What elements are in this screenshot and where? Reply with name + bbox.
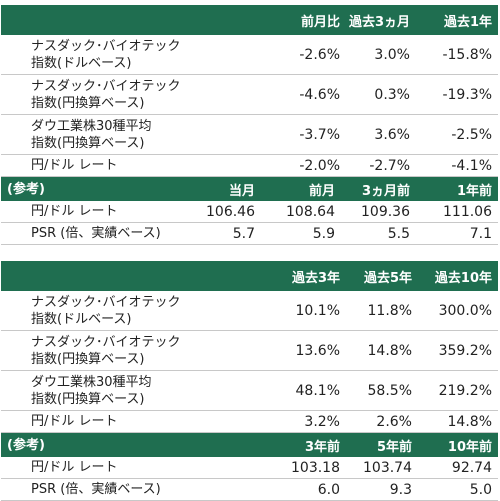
row-label: ナスダック･バイオテック 指数(円換算ベース) <box>31 334 181 367</box>
cell-value: -2.5% <box>451 126 492 143</box>
cell-value: 92.74 <box>451 459 492 476</box>
header-current: 当月 <box>228 183 255 199</box>
cell-value: 48.1% <box>295 382 340 399</box>
table-row: ナスダック･バイオテック 指数(ドルベース) -2.6% 3.0% -15.8% <box>1 35 498 75</box>
cell-value: 14.8% <box>447 413 492 430</box>
cell-value: 5.5 <box>387 225 410 242</box>
cell-value: 10.1% <box>295 302 340 319</box>
cell-value: -4.6% <box>299 86 340 103</box>
table-row: ナスダック･バイオテック 指数(円換算ベース) 13.6% 14.8% 359.… <box>1 331 498 371</box>
reference-label: (参考) <box>7 437 45 453</box>
header-1y: 過去1年 <box>443 14 492 30</box>
header-3y: 過去3年 <box>291 270 340 286</box>
header-5y-ago: 5年前 <box>376 439 412 455</box>
cell-value: -19.3% <box>442 86 492 103</box>
table-row: ダウ工業株30種平均 指数(円換算ベース) 48.1% 58.5% 219.2% <box>1 371 498 411</box>
table-row: ダウ工業株30種平均 指数(円換算ベース) -3.7% 3.6% -2.5% <box>1 115 498 155</box>
cell-value: 9.3 <box>389 481 412 498</box>
cell-value: 11.8% <box>367 302 412 319</box>
row-label: 円/ドル レート <box>31 204 118 219</box>
cell-value: 106.46 <box>206 203 255 220</box>
row-label: ナスダック･バイオテック 指数(ドルベース) <box>31 38 181 71</box>
table-header-row: 過去3年 過去5年 過去10年 <box>1 261 498 291</box>
cell-value: 359.2% <box>438 342 492 359</box>
cell-value: 7.1 <box>469 225 492 242</box>
performance-table-long: 過去3年 過去5年 過去10年 ナスダック･バイオテック 指数(ドルベース) 1… <box>1 261 498 501</box>
table-row: ナスダック･バイオテック 指数(ドルベース) 10.1% 11.8% 300.0… <box>1 291 498 331</box>
header-3m-ago: 3ヵ月前 <box>361 183 410 199</box>
cell-value: 5.7 <box>232 225 255 242</box>
cell-value: 6.0 <box>317 481 340 498</box>
table-row: 円/ドル レート 103.18 103.74 92.74 <box>1 457 498 479</box>
cell-value: 3.0% <box>374 46 410 63</box>
cell-value: 3.2% <box>304 413 340 430</box>
row-label: 円/ドル レート <box>31 158 118 173</box>
cell-value: 2.6% <box>376 413 412 430</box>
row-label: ナスダック･バイオテック 指数(ドルベース) <box>31 294 181 327</box>
row-label: 円/ドル レート <box>31 414 118 429</box>
cell-value: -3.7% <box>299 126 340 143</box>
cell-value: -2.6% <box>299 46 340 63</box>
reference-label: (参考) <box>7 181 45 197</box>
cell-value: -2.7% <box>369 157 410 174</box>
row-label: ダウ工業株30種平均 指数(円換算ベース) <box>31 374 152 407</box>
header-1y-ago: 1年前 <box>456 183 492 199</box>
row-label: PSR (倍、実績ベース) <box>31 482 161 497</box>
cell-value: 300.0% <box>438 302 492 319</box>
header-10y: 過去10年 <box>434 270 492 286</box>
header-5y: 過去5年 <box>363 270 412 286</box>
header-3y-ago: 3年前 <box>304 439 340 455</box>
table-row: 円/ドル レート -2.0% -2.7% -4.1% <box>1 155 498 177</box>
header-10y-ago: 10年前 <box>447 439 492 455</box>
row-label: 円/ドル レート <box>31 460 118 475</box>
table-row: ナスダック･バイオテック 指数(円換算ベース) -4.6% 0.3% -19.3… <box>1 75 498 115</box>
cell-value: -15.8% <box>442 46 492 63</box>
cell-value: 5.0 <box>469 481 492 498</box>
cell-value: 5.9 <box>312 225 335 242</box>
cell-value: 111.06 <box>443 203 492 220</box>
cell-value: -2.0% <box>299 157 340 174</box>
cell-value: 219.2% <box>438 382 492 399</box>
cell-value: -4.1% <box>451 157 492 174</box>
cell-value: 103.74 <box>363 459 412 476</box>
row-label: PSR (倍、実績ベース) <box>31 226 161 241</box>
cell-value: 103.18 <box>291 459 340 476</box>
table-row: PSR (倍、実績ベース) 5.7 5.9 5.5 7.1 <box>1 223 498 245</box>
table-row: 円/ドル レート 3.2% 2.6% 14.8% <box>1 411 498 433</box>
header-1m: 前月比 <box>300 14 340 30</box>
reference-header-row: (参考) 当月 前月 3ヵ月前 1年前 <box>1 177 498 201</box>
cell-value: 14.8% <box>367 342 412 359</box>
header-3m: 過去3ヵ月 <box>348 14 410 30</box>
table-row: PSR (倍、実績ベース) 6.0 9.3 5.0 <box>1 479 498 501</box>
table-row: 円/ドル レート 106.46 108.64 109.36 111.06 <box>1 201 498 223</box>
cell-value: 3.6% <box>374 126 410 143</box>
cell-value: 13.6% <box>295 342 340 359</box>
row-label: ダウ工業株30種平均 指数(円換算ベース) <box>31 118 152 151</box>
header-prev-month: 前月 <box>308 183 335 199</box>
table-header-row: 前月比 過去3ヵ月 過去1年 <box>1 5 498 35</box>
reference-header-row: (参考) 3年前 5年前 10年前 <box>1 433 498 457</box>
cell-value: 109.36 <box>361 203 410 220</box>
cell-value: 0.3% <box>374 86 410 103</box>
row-label: ナスダック･バイオテック 指数(円換算ベース) <box>31 78 181 111</box>
performance-table-short: 前月比 過去3ヵ月 過去1年 ナスダック･バイオテック 指数(ドルベース) -2… <box>1 5 498 245</box>
cell-value: 108.64 <box>286 203 335 220</box>
cell-value: 58.5% <box>367 382 412 399</box>
